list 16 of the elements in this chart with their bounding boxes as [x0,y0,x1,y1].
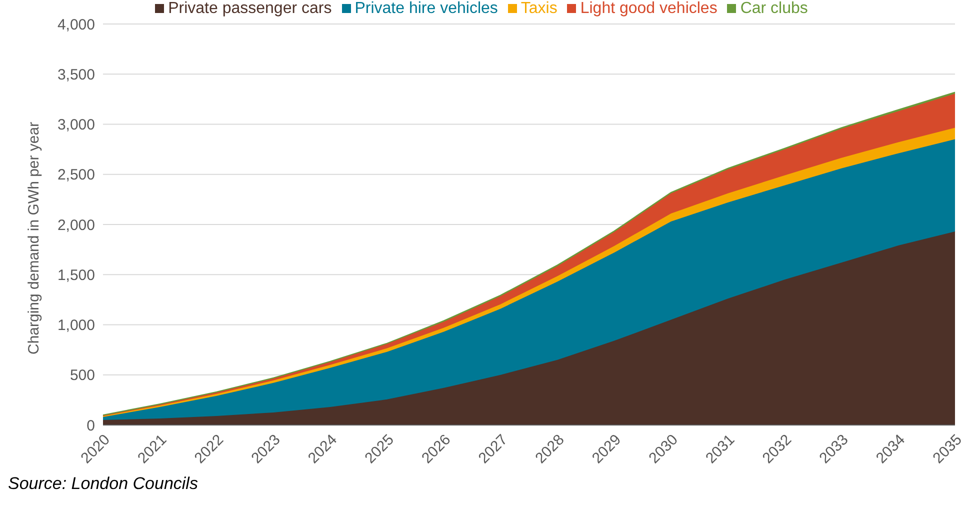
y-tick-label: 0 [86,417,95,434]
legend-label: Car clubs [740,0,808,17]
y-tick-label: 3,000 [57,116,95,134]
y-tick-label: 2,500 [57,166,95,184]
y-tick-label: 500 [70,367,95,384]
legend-label: Light good vehicles [580,0,718,17]
y-axis-title: Charging demand in GWh per year [25,122,42,354]
y-tick-label: 4,000 [57,16,95,34]
y-tick-label: 2,000 [57,216,95,234]
legend-label: Private passenger cars [168,0,332,17]
y-tick-label: 1,000 [57,317,95,334]
legend-label: Private hire vehicles [354,0,498,17]
y-tick-label: 1,500 [57,266,95,284]
legend-label: Taxis [520,0,558,17]
y-tick-label: 3,500 [57,66,95,84]
source-note: Source: London Councils [8,474,199,494]
